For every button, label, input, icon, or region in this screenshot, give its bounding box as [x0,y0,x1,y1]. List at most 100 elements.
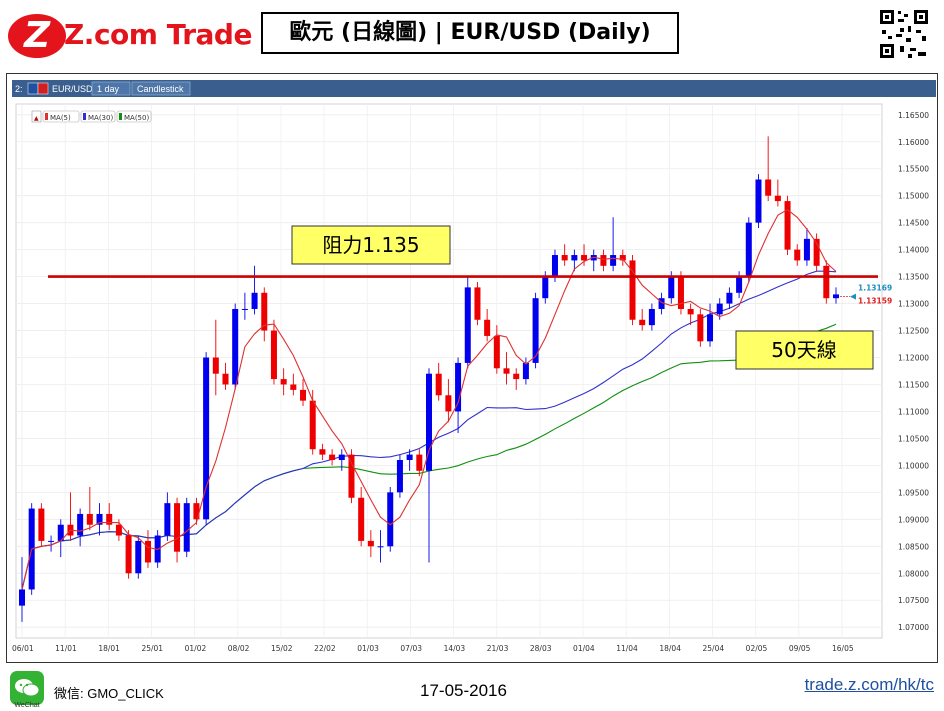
candle-body[interactable] [697,314,704,342]
candle-body[interactable] [115,524,122,536]
candle-body[interactable] [532,298,539,363]
candle-body[interactable] [445,395,452,412]
candle-body[interactable] [551,255,558,277]
candle-body[interactable] [813,238,820,266]
candle-body[interactable] [435,373,442,396]
candle-body[interactable] [474,287,481,320]
interval-button[interactable] [91,81,131,96]
legend-item[interactable] [80,110,116,123]
candle-body[interactable] [736,276,743,293]
candle-body[interactable] [18,589,26,606]
website-link[interactable]: trade.z.com/hk/tc [804,675,934,694]
candle-body[interactable] [832,294,840,299]
candle-body[interactable] [309,400,316,450]
candle-body[interactable] [387,492,394,547]
candle-body[interactable] [96,513,103,525]
candle-body[interactable] [212,357,219,374]
x-tick-label: 14/03 [444,644,466,653]
candle-body[interactable] [57,524,64,541]
candle-body[interactable] [261,292,268,331]
candle-body[interactable] [203,357,210,520]
candle-body[interactable] [619,255,626,261]
candle-body[interactable] [668,276,675,299]
candle-body[interactable] [241,308,248,310]
x-tick-label: 16/05 [832,644,854,653]
candle-body[interactable] [774,195,781,202]
candle-body[interactable] [648,308,655,326]
legend-item[interactable] [42,110,80,123]
candle-body[interactable] [319,449,326,455]
candle-body[interactable] [639,319,646,326]
candle-body[interactable] [193,503,200,520]
candle-body[interactable] [77,513,84,536]
y-tick-label: 1.11500 [898,380,929,389]
candle-body[interactable] [455,362,462,412]
candle-body[interactable] [183,503,190,552]
candle-body[interactable] [144,540,151,563]
candle-body[interactable] [803,238,810,261]
price-chart[interactable]: 2: EUR/USD 1 day Candlestick 1.07000 1.07500 1… [12,80,936,658]
candle-body[interactable] [416,454,423,471]
y-tick-label: 1.09000 [898,515,929,524]
candle-body[interactable] [270,330,277,380]
qr-code-icon [878,8,930,60]
candle-body[interactable] [125,535,132,574]
candle-body[interactable] [280,379,287,385]
candle-body[interactable] [290,384,297,390]
legend-item[interactable] [116,110,152,123]
candle-body[interactable] [677,276,684,309]
candle-body[interactable] [251,292,258,309]
candle-body[interactable] [581,255,588,261]
candle-body[interactable] [232,308,239,385]
candle-body[interactable] [464,287,471,363]
candle-body[interactable] [300,389,307,401]
candle-body[interactable] [164,503,171,536]
style-button[interactable] [131,81,191,96]
candle-body[interactable] [367,540,374,547]
candle-body[interactable] [329,454,336,460]
candle-body[interactable] [823,265,830,299]
candle-body[interactable] [174,503,181,552]
candle-body[interactable] [222,373,229,385]
legend-label: MA(50) [124,114,149,122]
candle-body[interactable] [726,292,733,304]
candle-body[interactable] [348,454,355,498]
candle-body[interactable] [784,201,791,250]
candle-body[interactable] [561,255,568,261]
candle-body[interactable] [610,255,617,266]
candle-body[interactable] [358,497,365,541]
candle-body[interactable] [600,255,607,266]
candle-body[interactable] [513,373,520,380]
candle-body[interactable] [571,255,578,261]
candle-body[interactable] [484,319,491,336]
candle-body[interactable] [396,460,403,493]
candle-body[interactable] [707,314,714,342]
candle-body[interactable] [629,260,636,320]
candle-body[interactable] [86,513,93,525]
candle-body[interactable] [377,546,384,548]
candle-body[interactable] [493,335,500,369]
candle-body[interactable] [503,368,510,374]
logo-mark: Z [8,14,66,58]
x-tick-label: 02/05 [746,644,768,653]
candle-body[interactable] [38,508,45,541]
candle-body[interactable] [425,373,433,471]
candle-body[interactable] [765,179,772,196]
candle-body[interactable] [755,179,762,223]
candle-body[interactable] [522,362,529,380]
legend-label: MA(5) [50,114,71,122]
legend-toggle-button[interactable] [31,110,42,123]
candle-body[interactable] [745,222,752,277]
candle-body[interactable] [658,298,665,309]
candle-body[interactable] [135,540,142,574]
candle-body[interactable] [106,513,113,525]
candle-body[interactable] [716,303,723,315]
candle-body[interactable] [406,454,413,460]
candle-body[interactable] [48,540,55,542]
legend-swatch [83,113,86,120]
candle-body[interactable] [794,249,801,261]
candle-body[interactable] [687,308,694,315]
candle-body[interactable] [338,454,345,460]
candle-body[interactable] [542,276,549,299]
toolbar-panel-id: 2: [15,84,23,94]
